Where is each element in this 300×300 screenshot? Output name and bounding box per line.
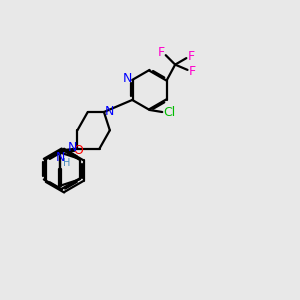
Text: F: F	[188, 50, 195, 63]
Text: N: N	[68, 141, 77, 154]
Text: N: N	[123, 72, 132, 85]
Text: F: F	[189, 65, 196, 78]
Text: H: H	[63, 158, 70, 168]
Text: Cl: Cl	[163, 106, 176, 119]
Text: N: N	[104, 105, 114, 118]
Text: O: O	[73, 144, 83, 157]
Text: N: N	[56, 151, 65, 164]
Text: F: F	[158, 46, 165, 59]
